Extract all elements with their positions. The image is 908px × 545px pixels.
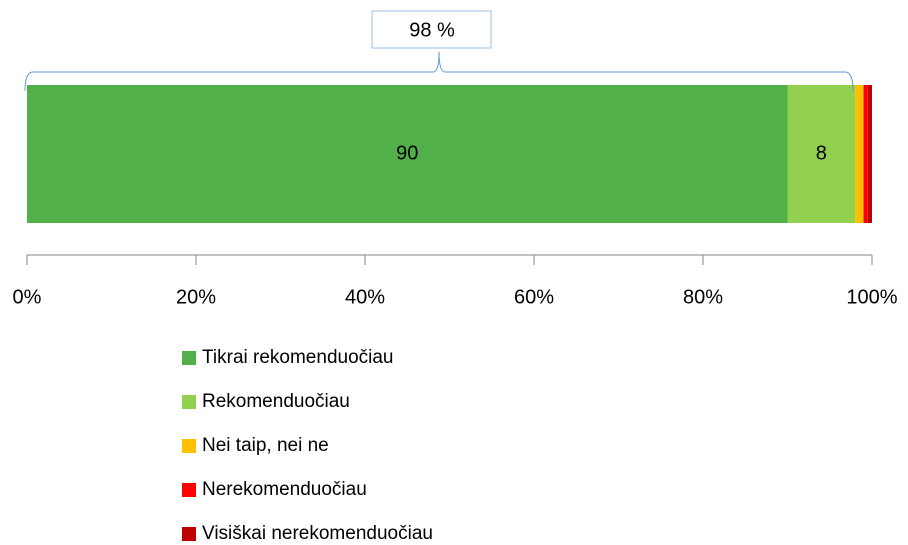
legend-label: Rekomenduočiau (202, 391, 350, 412)
annotation-label: 98 % (409, 19, 455, 41)
x-tick-label: 20% (176, 286, 216, 308)
data-label: 90 (396, 142, 418, 164)
legend-swatch (182, 527, 196, 541)
legend-swatch (182, 483, 196, 497)
legend-label: Nei taip, nei ne (202, 435, 329, 456)
data-label: 8 (816, 142, 827, 164)
legend-label: Visiškai nerekomenduočiau (202, 523, 433, 544)
x-tick-label: 100% (846, 286, 897, 308)
bar-segment (787, 85, 856, 223)
legend-label: Nerekomenduočiau (202, 479, 367, 500)
legend-swatch (182, 439, 196, 453)
legend-swatch (182, 351, 196, 365)
x-tick-label: 40% (345, 286, 385, 308)
legend-label: Tikrai rekomenduočiau (202, 347, 394, 368)
annotation-box (371, 10, 492, 49)
bar-segment (867, 85, 872, 223)
annotation-bracket (24, 51, 854, 92)
bar-segment (27, 85, 788, 223)
bar-segment (863, 85, 868, 223)
x-tick-label: 60% (514, 286, 554, 308)
x-tick-label: 80% (683, 286, 723, 308)
legend-swatch (182, 395, 196, 409)
x-tick-label: 0% (13, 286, 42, 308)
bar-segment (855, 85, 864, 223)
